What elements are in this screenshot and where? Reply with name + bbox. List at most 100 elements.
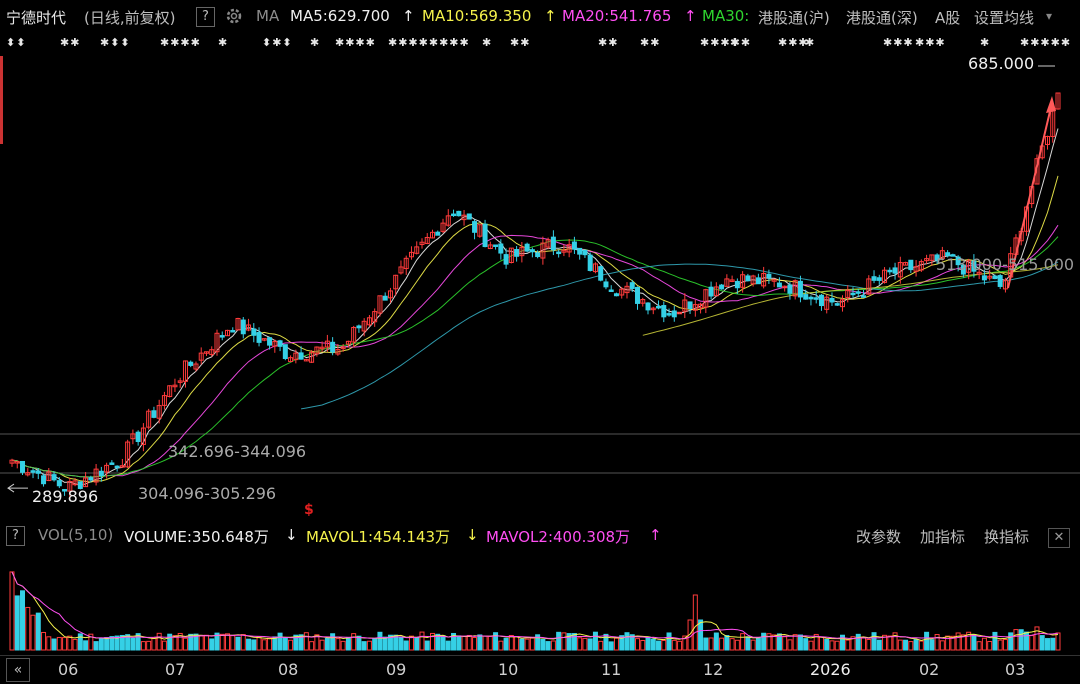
candle-up bbox=[225, 329, 231, 337]
candle-up bbox=[561, 249, 567, 253]
event-flag[interactable]: ✱✱✱ bbox=[778, 36, 809, 49]
candle-up bbox=[177, 380, 183, 383]
candle-up bbox=[203, 351, 209, 354]
volume-bar-up bbox=[866, 639, 872, 651]
event-flag[interactable]: ✱✱✱✱✱ bbox=[700, 36, 752, 49]
volume-bar-up bbox=[25, 606, 31, 651]
chevron-down-icon[interactable]: ▾ bbox=[1046, 9, 1053, 23]
hk-connect-sh-tab[interactable]: 港股通(沪) bbox=[758, 9, 830, 27]
volume-bar-up bbox=[151, 637, 157, 651]
volume-bar-up bbox=[750, 639, 756, 651]
volume-bar-down bbox=[403, 640, 409, 651]
candle-down bbox=[503, 254, 509, 265]
event-flag[interactable]: ✱✱ bbox=[60, 36, 81, 49]
event-flag[interactable]: ✱⬍⬍ bbox=[100, 36, 131, 49]
event-flag[interactable]: ⬍✱⬍ bbox=[262, 36, 293, 49]
mavol2-arrow: ↑ bbox=[649, 526, 662, 544]
ma120-line bbox=[642, 264, 1059, 336]
candle-up bbox=[93, 468, 99, 483]
ma-label[interactable]: MA bbox=[256, 7, 280, 25]
event-flag[interactable]: ✱ bbox=[980, 36, 991, 49]
volume-bar-down bbox=[608, 641, 614, 651]
candle-down bbox=[230, 330, 236, 333]
candle-down bbox=[256, 331, 262, 343]
change-params-button[interactable]: 改参数 bbox=[856, 528, 902, 546]
volume-bar-up bbox=[261, 639, 267, 651]
event-flag[interactable]: ✱✱✱ bbox=[915, 36, 946, 49]
volume-header: ? VOL(5,10) VOLUME:350.648万 ↓ MAVOL1:454… bbox=[0, 522, 1080, 546]
event-flag[interactable]: ✱✱✱✱ bbox=[160, 36, 201, 49]
volume-bar-down bbox=[387, 634, 393, 651]
candle-down bbox=[629, 282, 635, 289]
scroll-left-button[interactable]: « bbox=[6, 658, 30, 682]
candle-up bbox=[314, 346, 320, 355]
volume-bar-up bbox=[787, 639, 793, 651]
volume-chart[interactable] bbox=[0, 546, 1080, 654]
hk-connect-sz-tab[interactable]: 港股通(深) bbox=[846, 9, 918, 27]
gear-icon[interactable] bbox=[224, 6, 244, 26]
event-flag[interactable]: ✱✱ bbox=[640, 36, 661, 49]
event-flag[interactable]: ✱ bbox=[310, 36, 321, 49]
candle-down bbox=[855, 291, 861, 294]
high-price-label: 685.000 bbox=[968, 54, 1035, 73]
volume-help-button[interactable]: ? bbox=[6, 526, 25, 546]
volume-bar-down bbox=[992, 631, 998, 651]
candle-down bbox=[466, 213, 472, 220]
candle-down bbox=[451, 213, 457, 217]
candlestick-chart[interactable] bbox=[0, 50, 1080, 520]
event-flag[interactable]: ✱ bbox=[482, 36, 493, 49]
candle-up bbox=[288, 357, 294, 363]
volume-bar-down bbox=[382, 636, 388, 651]
x-tick: 06 bbox=[58, 660, 79, 679]
add-indicator-button[interactable]: 加指标 bbox=[920, 528, 966, 546]
volume-bar-up bbox=[861, 637, 867, 651]
volume-bar-down bbox=[77, 633, 83, 651]
a-share-tab[interactable]: A股 bbox=[935, 9, 961, 27]
volume-bar-down bbox=[235, 636, 241, 651]
volume-bar-down bbox=[424, 640, 430, 651]
volume-bar-up bbox=[550, 640, 556, 651]
event-flag[interactable]: ✱✱ bbox=[510, 36, 531, 49]
event-flag[interactable]: ✱ bbox=[730, 36, 741, 49]
trend-arrow bbox=[1007, 102, 1053, 289]
candle-down bbox=[556, 251, 562, 255]
volume-bar-down bbox=[35, 612, 41, 651]
volume-bar-up bbox=[1013, 629, 1019, 651]
volume-bar-up bbox=[708, 637, 714, 651]
event-flag[interactable]: ⬍⬍ bbox=[6, 36, 27, 49]
candle-up bbox=[303, 358, 309, 362]
volume-bar-up bbox=[1034, 626, 1040, 651]
candle-up bbox=[924, 258, 930, 262]
candle-up bbox=[729, 279, 735, 282]
volume-bar-up bbox=[198, 635, 204, 651]
event-flag[interactable]: ✱✱✱✱✱✱✱✱ bbox=[388, 36, 470, 49]
candle-up bbox=[682, 299, 688, 312]
candle-up bbox=[319, 346, 325, 350]
candle-down bbox=[960, 264, 966, 275]
close-icon[interactable]: ✕ bbox=[1048, 528, 1070, 548]
volume-bar-down bbox=[645, 636, 651, 651]
event-flag[interactable]: ✱✱✱ bbox=[883, 36, 914, 49]
candle-down bbox=[514, 249, 520, 257]
volume-bar-up bbox=[934, 634, 940, 651]
candle-down bbox=[755, 277, 761, 285]
event-flag[interactable]: ✱ bbox=[218, 36, 229, 49]
candle-down bbox=[382, 295, 388, 301]
volume-bar-up bbox=[203, 634, 209, 651]
volume-bar-down bbox=[745, 636, 751, 651]
candle-up bbox=[83, 477, 89, 488]
volume-bar-up bbox=[288, 639, 294, 651]
x-tick: 11 bbox=[601, 660, 622, 679]
event-flag[interactable]: ✱✱✱✱ bbox=[335, 36, 376, 49]
event-flag[interactable]: ✱ bbox=[805, 36, 816, 49]
ma-settings-button[interactable]: 设置均线 bbox=[974, 9, 1035, 27]
candle-up bbox=[161, 395, 167, 406]
event-flag[interactable]: ✱✱✱✱✱ bbox=[1020, 36, 1072, 49]
switch-indicator-button[interactable]: 换指标 bbox=[984, 528, 1030, 546]
candle-up bbox=[771, 279, 777, 282]
candle-down bbox=[571, 241, 577, 250]
volume-bar-up bbox=[887, 635, 893, 651]
dividend-marker[interactable]: $ bbox=[304, 502, 314, 518]
help-button[interactable]: ? bbox=[196, 7, 215, 27]
event-flag[interactable]: ✱✱ bbox=[598, 36, 619, 49]
